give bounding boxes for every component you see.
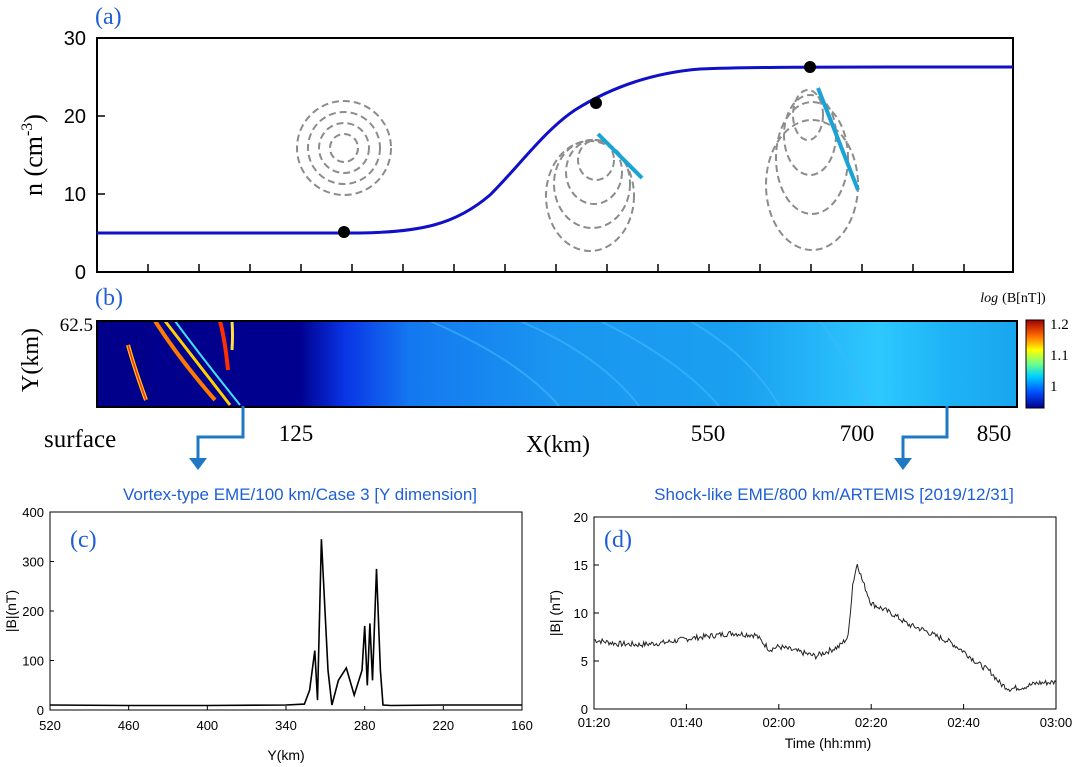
heatmap-vortex-structures	[126, 319, 241, 406]
panel-d-frame	[593, 516, 1057, 710]
panel-d-xtick-label: 03:00	[1040, 715, 1073, 730]
panel-d-xtick-label: 02:40	[947, 715, 980, 730]
panel-c-ytick-label: 400	[22, 505, 44, 520]
panel-c-xlabel: Y(km)	[267, 747, 304, 763]
concentric-wave-circles	[296, 100, 392, 196]
panel-a-ytick-30: 30	[64, 28, 86, 50]
panel-a-tag: (a)	[95, 4, 122, 30]
panel-d-ytick-label: 20	[574, 510, 588, 525]
panel-b-xtick-125: 125	[279, 421, 314, 446]
panel-c-xtick-label: 340	[275, 718, 297, 733]
panel-a-xticks	[97, 115, 965, 272]
panel-a-ytick-10: 10	[64, 184, 86, 206]
panel-c-ytick-label: 200	[22, 604, 44, 619]
wave-front-high	[816, 87, 860, 191]
panel-c-xtick-label: 160	[511, 718, 533, 733]
panel-c-frame	[49, 511, 523, 711]
panel-c-tag: (c)	[70, 527, 97, 553]
panel-c-axes: 520 460 400 340 280 220 160 0 100 200 300 400	[22, 505, 533, 733]
panel-d-series-line	[593, 563, 1057, 693]
heatmap-background	[97, 321, 1017, 407]
panel-c-ylabel: |B|(nT)	[3, 590, 19, 632]
panel-d-ylabel: |B| (nT)	[547, 590, 563, 636]
panel-b-tag: (b)	[95, 285, 123, 311]
panel-c-xtick-label: 460	[118, 718, 140, 733]
panel-c-xtick-label: 220	[432, 718, 454, 733]
heatmap-wave-streaks	[429, 320, 871, 408]
arrow-head-c	[189, 458, 207, 470]
panel-c-ytick-label: 300	[22, 555, 44, 570]
compressed-wave-circles-mid	[545, 139, 635, 252]
panel-b-ytop: 62.5	[60, 315, 93, 336]
panel-c-xtick-label: 280	[354, 718, 376, 733]
colorbar-tick-1-1: 1.1	[1050, 348, 1069, 364]
panel-d-xtick-label: 01:20	[578, 715, 611, 730]
density-curve	[97, 65, 1014, 235]
panel-b-xtick-850: 850	[977, 421, 1012, 446]
panel-c-xtick-label: 400	[196, 718, 218, 733]
panel-c-ytick-label: 0	[37, 703, 44, 718]
panel-d-ytick-label: 10	[574, 606, 588, 621]
panel-c-ytick-label: 100	[22, 654, 44, 669]
wave-front-mid	[596, 132, 644, 180]
panel-d-ytick-label: 0	[581, 702, 588, 717]
panel-b-ylabel: Y(km)	[18, 328, 44, 392]
panel-c-title: Vortex-type EME/100 km/Case 3 [Y dimensi…	[123, 485, 477, 504]
panel-d: Shock-like EME/800 km/ARTEMIS [2019/12/3…	[547, 485, 1072, 751]
arrow-to-panel-c	[196, 406, 245, 460]
panel-d-xlabel: Time (hh:mm)	[785, 735, 872, 751]
panel-b-xtick-550: 550	[691, 421, 726, 446]
panel-b: (b) Y(km) 62.5 log (B[nT]) 1.2 1.1 1	[18, 285, 1069, 470]
panel-b-xtick-700: 700	[840, 421, 875, 446]
colorbar-tick-1: 1	[1050, 379, 1058, 395]
panel-d-title: Shock-like EME/800 km/ARTEMIS [2019/12/3…	[654, 485, 1014, 504]
arrow-to-panel-d	[901, 406, 949, 460]
panel-c-series-line	[49, 539, 522, 707]
colorbar-title: log (B[nT])	[980, 291, 1046, 306]
heatmap-frame	[96, 320, 1018, 408]
colorbar	[1025, 319, 1045, 409]
panel-a-ylabel: n (cm-3)	[19, 114, 48, 196]
panel-d-axes: 01:20 01:40 02:00 02:20 02:40 03:00 0 5 10 15 20	[574, 510, 1073, 730]
density-point-high	[804, 61, 816, 73]
panel-d-ytick-label: 15	[574, 558, 588, 573]
panel-a-ytick-20: 20	[64, 106, 86, 128]
surface-label: surface	[44, 426, 116, 453]
panel-d-xtick-label: 01:40	[670, 715, 703, 730]
arrow-head-d	[894, 458, 912, 470]
panel-a-frame	[96, 37, 1014, 273]
colorbar-tick-1-2: 1.2	[1050, 317, 1069, 333]
panel-d-xtick-label: 02:00	[763, 715, 796, 730]
panel-a: (a) 0 10 20 30 n (cm-3)	[19, 4, 1014, 284]
panel-d-ytick-label: 5	[581, 654, 588, 669]
density-point-low	[338, 226, 350, 238]
panel-a-ytick-0: 0	[75, 262, 86, 284]
panel-d-xtick-label: 02:20	[855, 715, 888, 730]
panel-b-xlabel: X(km)	[526, 432, 590, 458]
panel-c-xtick-label: 520	[39, 718, 61, 733]
compressed-wave-circles-high	[765, 89, 859, 251]
panel-c: Vortex-type EME/100 km/Case 3 [Y dimensi…	[3, 485, 533, 763]
panel-d-tag: (d)	[604, 527, 632, 553]
density-point-mid	[590, 97, 602, 109]
